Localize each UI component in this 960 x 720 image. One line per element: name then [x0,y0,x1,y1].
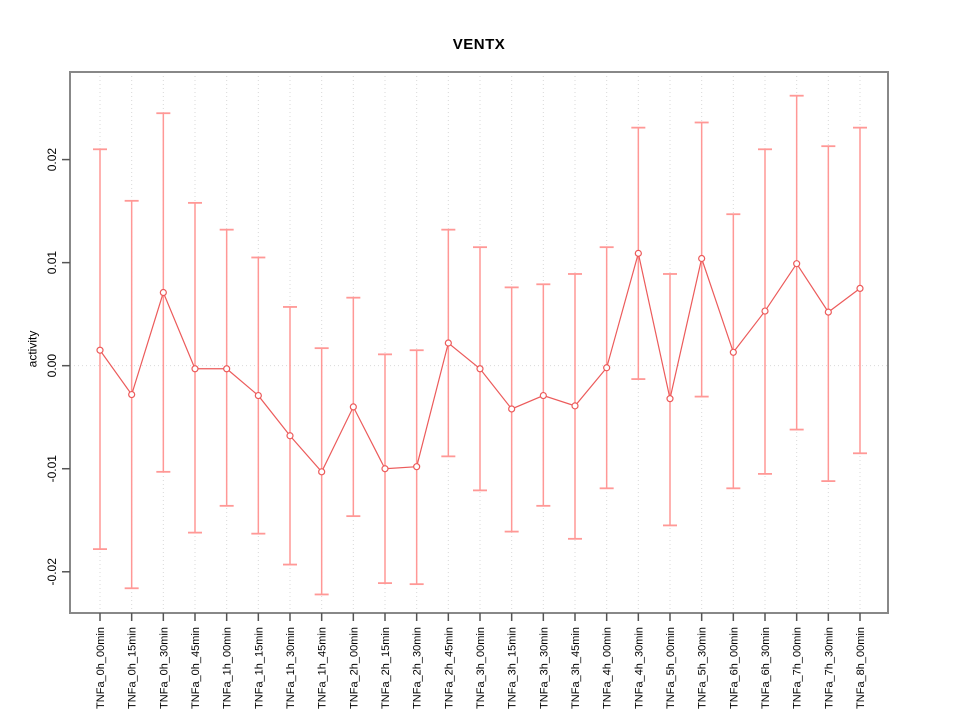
data-marker [318,468,326,476]
x-tick-label: TNFa_5h_30min [697,627,709,709]
data-marker [286,432,294,440]
data-marker [698,254,706,263]
y-tick-label: 0.02 [45,148,59,172]
x-tick-label: TNFa_4h_30min [633,627,645,709]
y-axis-label: activity [25,330,40,368]
x-tick-label: TNFa_5h_00min [665,627,677,709]
x-tick-label: TNFa_3h_00min [475,627,487,709]
x-tick-label: TNFa_1h_30min [285,627,297,709]
x-tick-label: TNFa_4h_00min [602,627,614,709]
x-tick-label: TNFa_0h_00min [95,627,107,709]
x-tick-label: TNFa_0h_45min [190,627,202,709]
x-tick-label: TNFa_6h_00min [728,627,740,709]
y-tick-label: -0.02 [45,558,59,586]
data-marker [729,348,737,356]
data-marker [223,365,231,373]
x-tick-label: TNFa_2h_30min [412,627,424,709]
y-tick-label: -0.01 [45,455,59,483]
x-tick-label: TNFa_1h_15min [253,627,265,709]
data-marker [666,395,674,403]
x-tick-label: TNFa_1h_00min [222,627,234,709]
y-tick-label: 0.01 [45,251,59,275]
data-marker [856,284,864,292]
data-marker [634,249,642,257]
data-marker [254,391,262,400]
data-marker [159,288,167,297]
x-tick-label: TNFa_2h_00min [348,627,360,709]
data-marker [508,405,516,413]
chart-title: VENTX [452,36,506,53]
data-marker [413,463,421,471]
x-tick-label: TNFa_6h_30min [760,627,772,709]
x-tick-label: TNFa_3h_30min [538,627,550,709]
x-tick-label: TNFa_3h_45min [570,627,582,709]
x-tick-label: TNFa_1h_45min [317,627,329,709]
data-marker [761,307,769,315]
data-marker [824,308,832,316]
x-tick-label: TNFa_8h_00min [855,627,867,709]
data-marker [191,365,199,373]
data-marker [476,365,484,373]
y-tick-label: 0.00 [45,354,59,378]
data-marker [96,346,104,354]
x-tick-label: TNFa_3h_15min [507,627,519,709]
data-marker [128,390,136,399]
x-tick-label: TNFa_7h_00min [792,627,804,709]
x-tick-label: TNFa_7h_30min [823,627,835,709]
data-marker [349,403,357,411]
x-tick-label: TNFa_2h_45min [443,627,455,709]
x-tick-label: TNFa_0h_15min [127,627,139,709]
data-marker [539,391,547,400]
x-tick-label: TNFa_2h_15min [380,627,392,709]
plot-border [69,71,889,614]
data-marker [793,260,801,268]
data-marker [571,402,579,410]
data-marker [603,364,611,372]
x-tick-label: TNFa_0h_30min [158,627,170,709]
data-marker [444,339,452,347]
data-marker [381,465,389,473]
